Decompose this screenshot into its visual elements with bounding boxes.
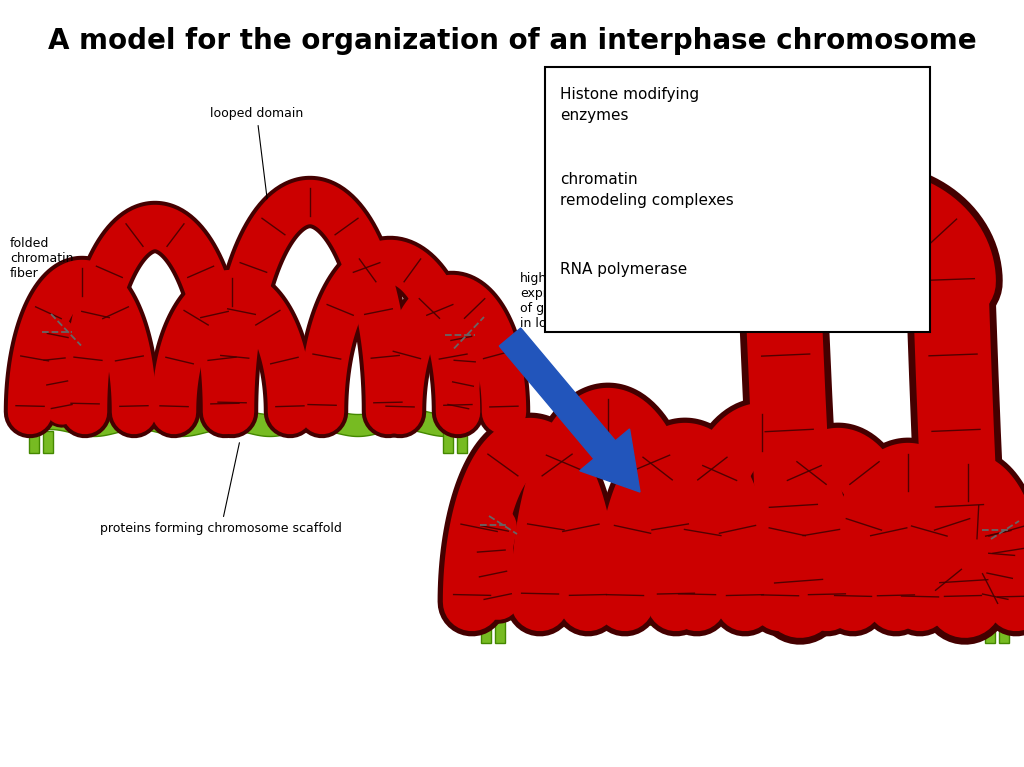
Bar — [29, 431, 39, 453]
Text: A model for the organization of an interphase chromosome: A model for the organization of an inter… — [48, 27, 976, 55]
Text: chromatin
remodeling complexes: chromatin remodeling complexes — [560, 172, 734, 208]
Text: Histone modifying
enzymes: Histone modifying enzymes — [560, 87, 699, 123]
FancyArrow shape — [500, 328, 640, 492]
Bar — [999, 621, 1009, 643]
Bar — [985, 621, 995, 643]
Polygon shape — [480, 597, 1010, 627]
Text: proteins forming chromosome scaffold: proteins forming chromosome scaffold — [100, 443, 342, 535]
Text: RNA polymerase: RNA polymerase — [560, 262, 687, 277]
Text: looped domain: looped domain — [210, 107, 303, 219]
Bar — [545, 67, 930, 332]
Bar — [495, 621, 505, 643]
Bar — [481, 621, 490, 643]
Bar — [43, 431, 53, 453]
Bar — [443, 431, 453, 453]
Text: high-level
expression
of genes
in loop: high-level expression of genes in loop — [520, 262, 827, 330]
Polygon shape — [28, 407, 468, 436]
Text: folded
chromatin
fiber: folded chromatin fiber — [10, 237, 74, 339]
Bar — [457, 431, 467, 453]
